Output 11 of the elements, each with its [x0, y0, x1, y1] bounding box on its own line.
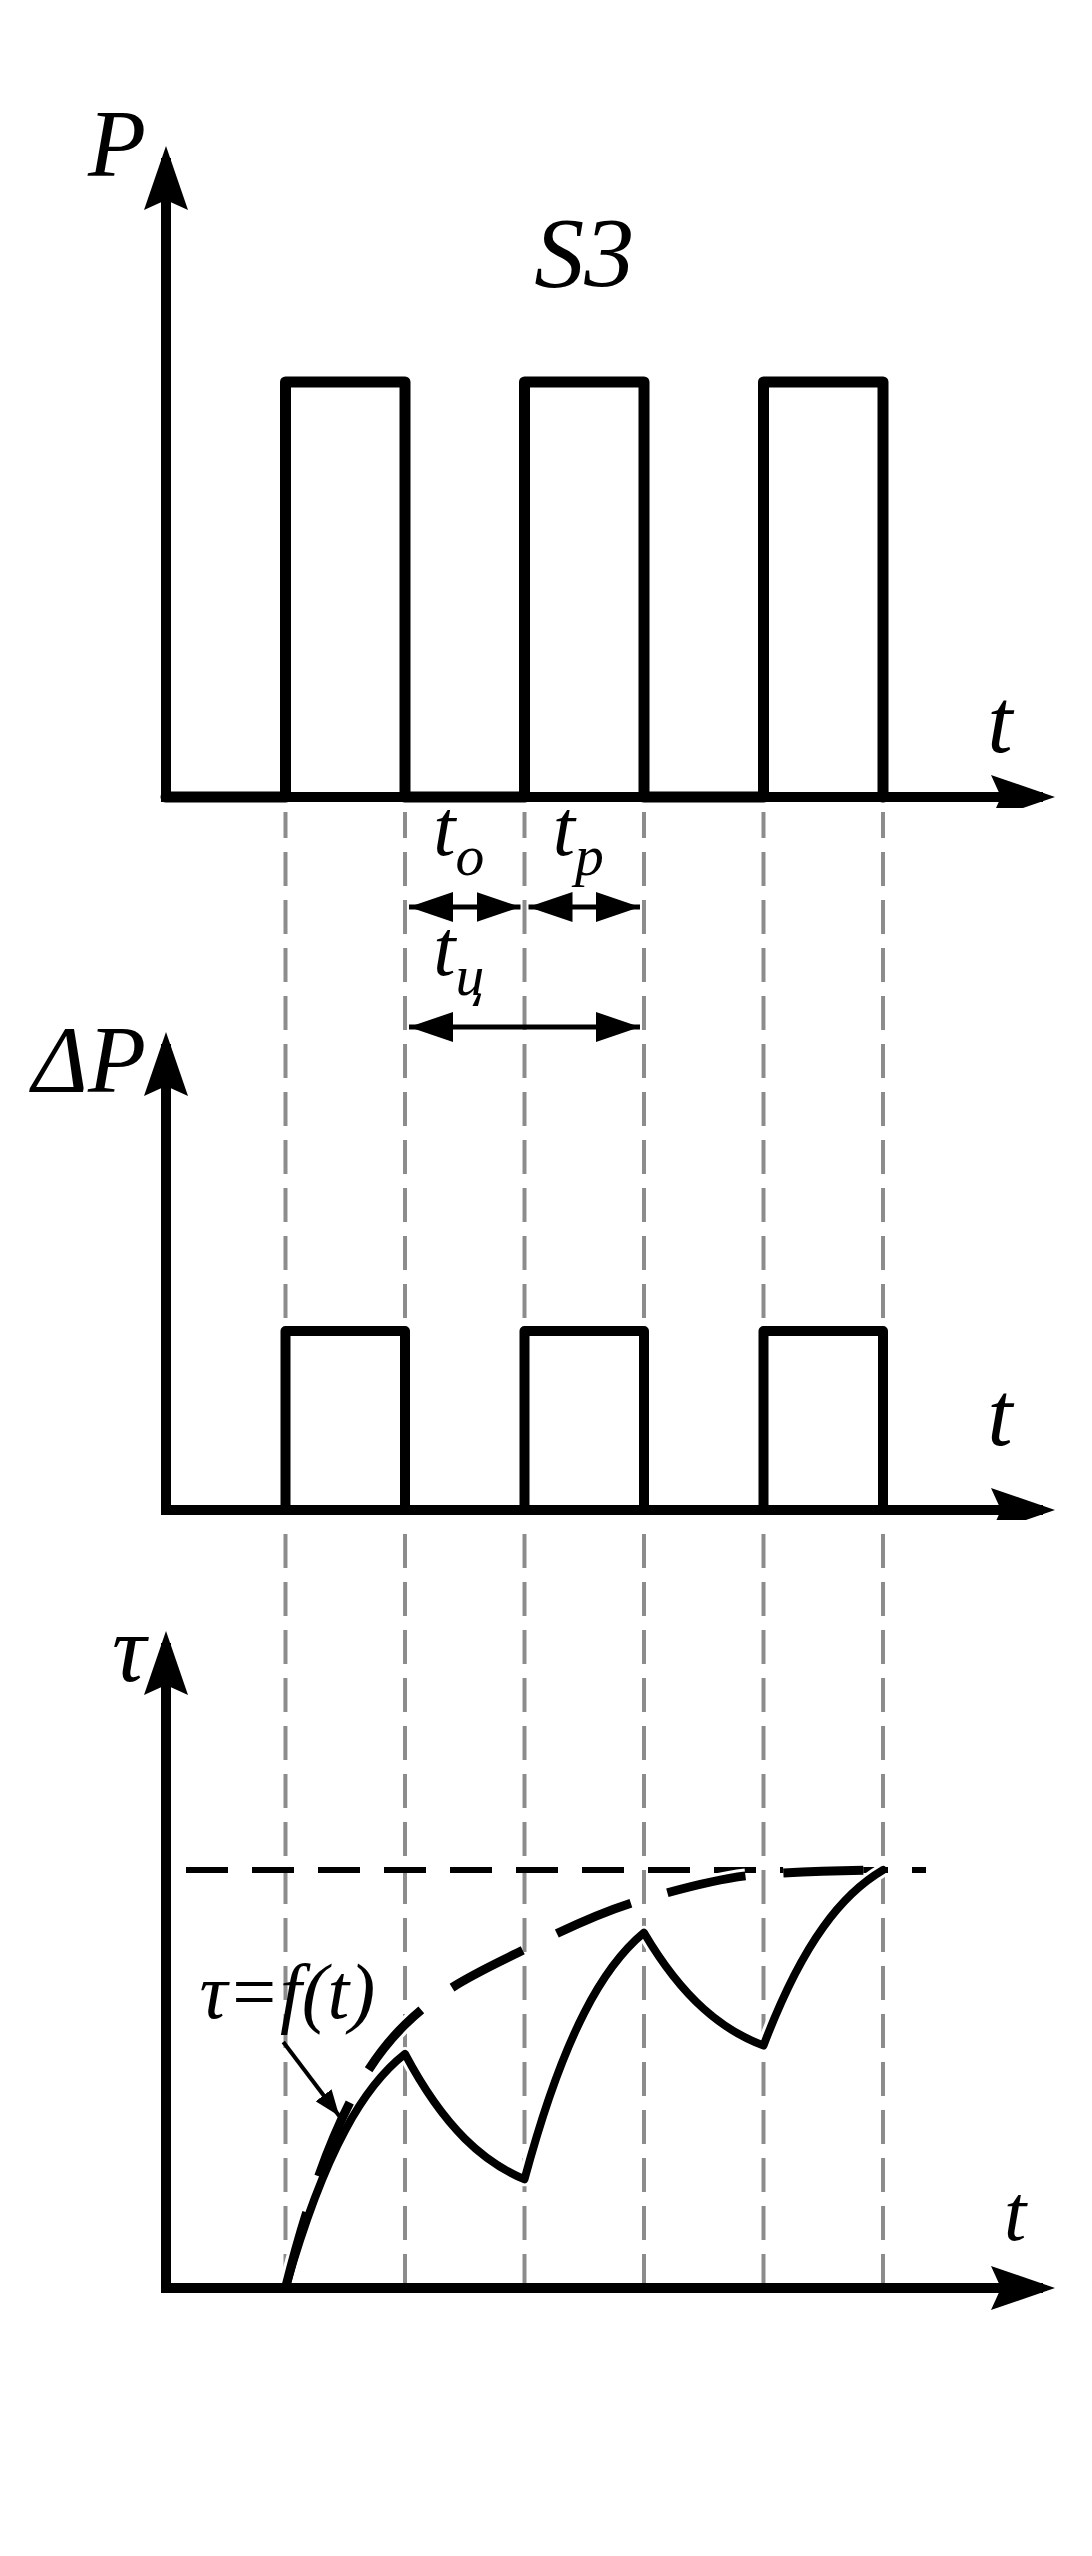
y-axis-title: P — [86, 91, 146, 197]
x-axis-title: t — [987, 672, 1015, 771]
chart-title: S3 — [534, 197, 635, 308]
y-axis-title: τ — [111, 1596, 149, 1702]
annotation: t$_{р}$ — [552, 784, 604, 888]
text: t$_{ц}$ — [433, 904, 485, 1008]
series-label: τ=f(t) — [199, 1948, 376, 2035]
x-axis-title: t — [1003, 2169, 1028, 2257]
annotation: t$_{о}$ — [433, 784, 485, 888]
y-axis-title: ΔP — [28, 1007, 146, 1113]
x-axis-title: t — [987, 1365, 1015, 1464]
